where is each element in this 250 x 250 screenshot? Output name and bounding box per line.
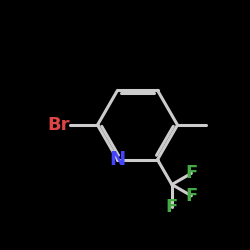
- Text: F: F: [185, 187, 198, 205]
- Text: F: F: [166, 198, 178, 216]
- Text: N: N: [109, 150, 126, 169]
- Text: Br: Br: [48, 116, 70, 134]
- Text: F: F: [185, 164, 198, 182]
